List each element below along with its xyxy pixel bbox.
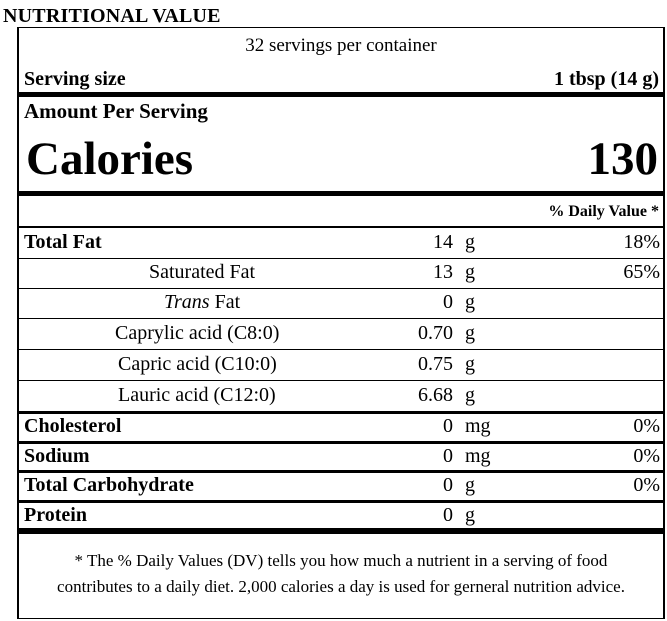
nutrient-row-capric-acid: Capric acid (C10:0) 0.75 g [19, 350, 663, 380]
thick-divider [19, 191, 663, 196]
nutrient-daily-value: 18% [623, 231, 660, 253]
nutrient-name: Saturated Fat [149, 261, 256, 283]
nutrient-row-total-fat: Total Fat 14 g 18% [19, 228, 663, 258]
row-divider [19, 441, 663, 444]
row-divider [19, 411, 663, 414]
serving-size-label: Serving size [24, 68, 126, 90]
nutrient-unit: g [465, 384, 475, 406]
row-divider [19, 258, 663, 259]
amount-per-serving: Amount Per Serving [24, 99, 208, 123]
nutrition-facts-panel: 32 servings per container Serving size 1… [17, 27, 665, 619]
nutrient-row-total-carbohydrate: Total Carbohydrate 0 g 0% [19, 471, 663, 501]
nutrient-amount: 6.68 [418, 384, 453, 406]
nutrient-name: Sodium [24, 445, 90, 467]
calories-value: 130 [587, 133, 659, 185]
row-divider [19, 318, 663, 319]
nutrient-name: Protein [24, 504, 87, 526]
nutrient-unit: g [465, 261, 475, 283]
calories-label: Calories [26, 133, 194, 185]
nutrient-unit: mg [465, 445, 491, 467]
nutrient-unit: g [465, 504, 475, 526]
nutrient-amount: 0 [443, 474, 453, 496]
nutrient-row-trans-fat: Trans Fat 0 g [19, 288, 663, 318]
trans-italic: Trans [164, 291, 210, 313]
nutrient-row-protein: Protein 0 g [19, 501, 663, 531]
row-divider [19, 288, 663, 289]
nutrient-row-caprylic-acid: Caprylic acid (C8:0) 0.70 g [19, 319, 663, 349]
nutrient-daily-value: 0% [633, 415, 660, 437]
nutrient-row-sodium: Sodium 0 mg 0% [19, 442, 663, 472]
nutrient-name: Total Fat [24, 231, 102, 253]
nutrient-unit: g [465, 322, 475, 344]
nutrient-amount: 0 [443, 445, 453, 467]
nutrient-name: Capric acid (C10:0) [118, 353, 277, 375]
nutrient-unit: mg [465, 415, 491, 437]
nutrient-amount: 13 [433, 261, 453, 283]
nutrient-amount: 14 [433, 231, 453, 253]
nutrient-unit: g [465, 231, 475, 253]
nutrient-row-saturated-fat: Saturated Fat 13 g 65% [19, 258, 663, 288]
nutrient-amount: 0 [443, 415, 453, 437]
nutrient-row-lauric-acid: Lauric acid (C12:0) 6.68 g [19, 381, 663, 411]
row-divider [19, 380, 663, 381]
nutrient-name: Caprylic acid (C8:0) [115, 322, 280, 344]
nutrient-daily-value: 0% [633, 445, 660, 467]
nutrient-daily-value: 0% [633, 474, 660, 496]
nutrient-unit: g [465, 353, 475, 375]
row-divider [19, 470, 663, 473]
trans-rest: Fat [209, 291, 241, 313]
row-divider [19, 226, 663, 228]
footnote-line-2: contributes to a daily diet. 2,000 calor… [57, 577, 625, 596]
nutrient-unit: g [465, 291, 475, 313]
thick-divider [19, 528, 663, 534]
label-heading: NUTRITIONAL VALUE [3, 5, 221, 27]
nutrient-amount: 0.70 [418, 322, 453, 344]
serving-size-value: 1 tbsp (14 g) [553, 68, 659, 90]
nutrient-name: Trans Fat [164, 291, 240, 314]
nutrient-daily-value: 65% [623, 261, 660, 283]
nutrient-amount: 0 [443, 291, 453, 313]
servings-per-container: 32 servings per container [245, 35, 437, 56]
daily-value-header: % Daily Value * [548, 203, 659, 220]
nutrient-name: Lauric acid (C12:0) [118, 384, 276, 406]
nutrient-row-cholesterol: Cholesterol 0 mg 0% [19, 412, 663, 442]
row-divider [19, 500, 663, 503]
nutrient-name: Cholesterol [24, 415, 122, 437]
thick-divider [19, 92, 663, 97]
nutrient-amount: 0 [443, 504, 453, 526]
nutrient-amount: 0.75 [418, 353, 453, 375]
nutrient-unit: g [465, 474, 475, 496]
footnote-line-1: * The % Daily Values (DV) tells you how … [74, 551, 608, 570]
nutrient-name: Total Carbohydrate [24, 474, 194, 496]
row-divider [19, 349, 663, 350]
